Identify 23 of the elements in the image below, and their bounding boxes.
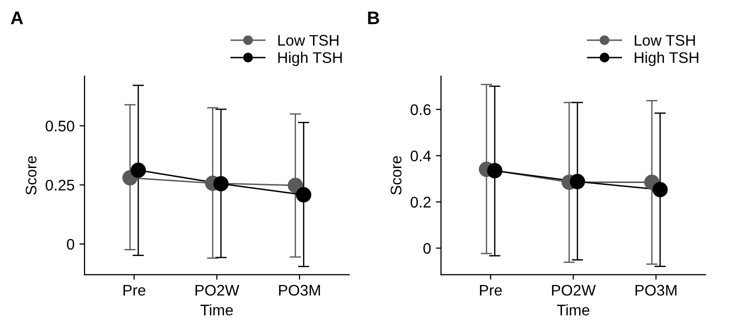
chart-title: B <box>368 12 380 24</box>
chart-title: A <box>10 12 23 24</box>
x-tick-label: PO2W <box>552 284 596 296</box>
x-tick-label: PO2W <box>196 284 240 296</box>
x-tick-label: Pre <box>480 285 502 296</box>
x-tick-label: PO3M <box>279 284 320 296</box>
legend-label: High TSH <box>278 52 342 66</box>
y-tick-label: 0 <box>423 243 431 254</box>
y-tick-label: 0.4 <box>410 150 431 162</box>
y-tick-label: 0.50 <box>46 120 74 132</box>
y-tick-label: 0 <box>66 238 74 250</box>
x-tick-label: Pre <box>124 285 146 296</box>
x-axis-title: Time <box>200 304 233 316</box>
x-axis-title: Time <box>556 304 590 316</box>
legend-label: Low TSH <box>278 34 338 46</box>
y-axis-title: Score <box>390 156 402 195</box>
y-tick-label: 0.2 <box>410 196 431 208</box>
legend-label: Low TSH <box>634 34 695 46</box>
y-axis-title: Score <box>26 156 36 195</box>
y-tick-label: 0.25 <box>46 180 74 191</box>
y-tick-label: 0.6 <box>410 104 431 116</box>
legend-label: High TSH <box>634 52 698 66</box>
x-tick-label: PO3M <box>636 284 676 296</box>
